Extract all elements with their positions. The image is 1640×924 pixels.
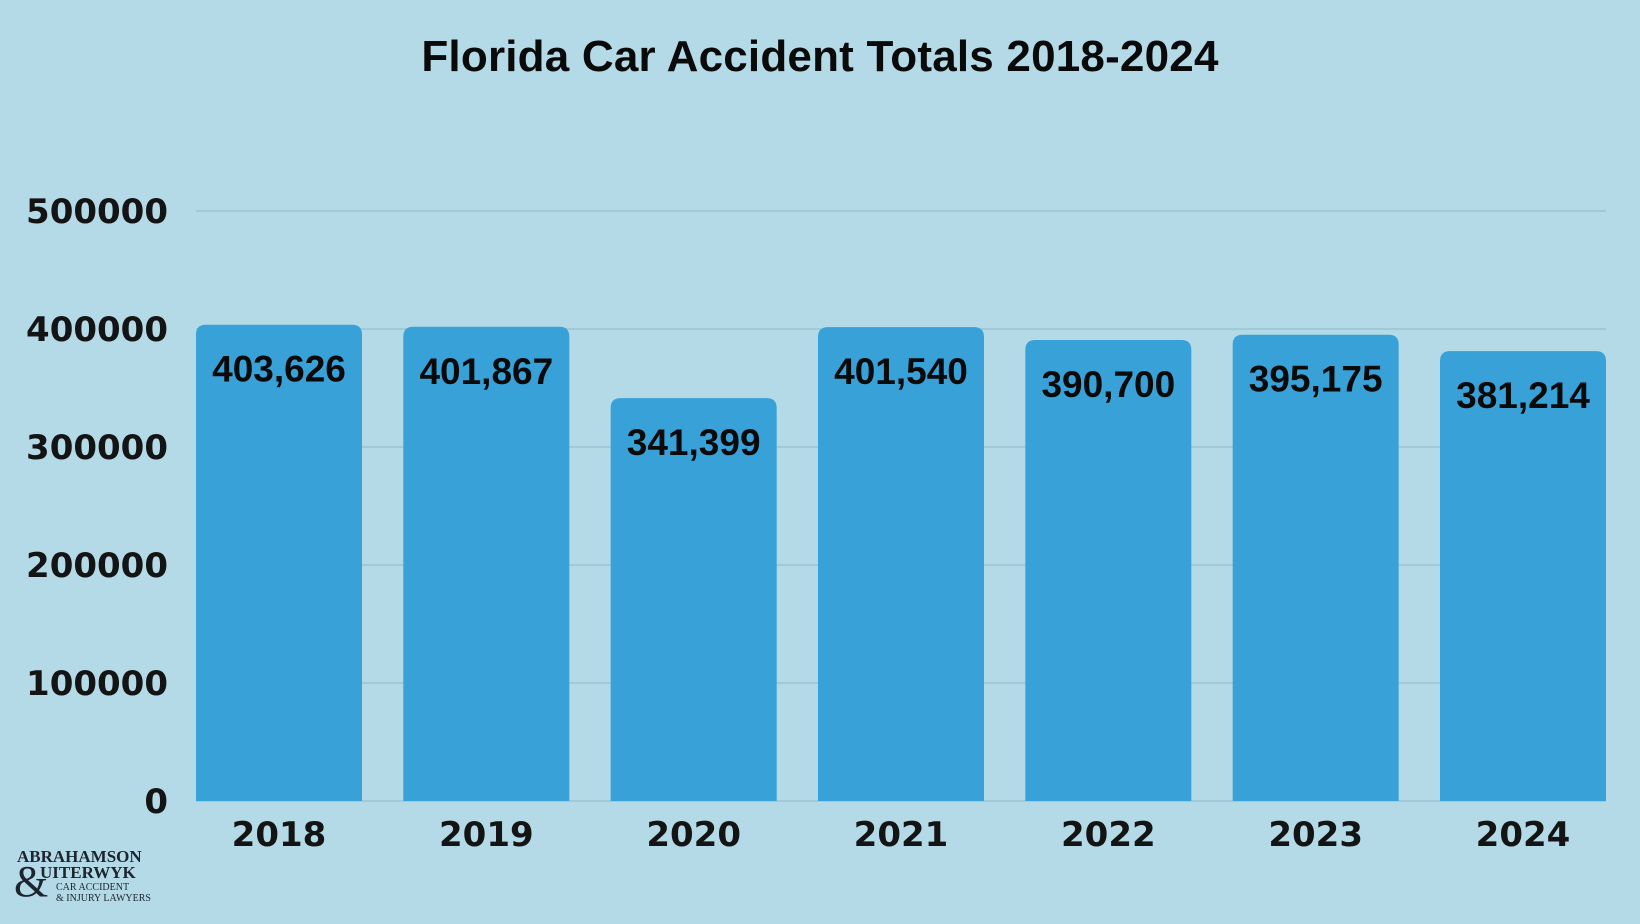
data-label-2019: 401,867 <box>419 351 553 392</box>
y-tick-label: 0 <box>144 782 168 822</box>
bar-2020 <box>610 398 777 801</box>
y-tick-label: 500000 <box>26 192 168 232</box>
x-tick-label: 2022 <box>1061 815 1156 855</box>
logo-line4: & INJURY LAWYERS <box>56 893 151 904</box>
bar-2018 <box>196 324 362 801</box>
data-label-2024: 381,214 <box>1456 375 1590 416</box>
logo-line3: CAR ACCIDENT <box>56 882 129 893</box>
x-tick-label: 2024 <box>1476 815 1571 855</box>
x-tick-label: 2023 <box>1268 815 1363 855</box>
data-label-2021: 401,540 <box>834 351 968 392</box>
data-label-2023: 395,175 <box>1249 359 1383 400</box>
bar-2022 <box>1025 339 1192 801</box>
data-label-2022: 390,700 <box>1041 364 1175 405</box>
y-tick-label: 100000 <box>26 664 168 704</box>
chart-title: Florida Car Accident Totals 2018-2024 <box>421 32 1219 81</box>
logo-line2: UITERWYK <box>40 863 137 882</box>
bar-2019 <box>403 326 570 801</box>
x-tick-label: 2021 <box>854 815 949 855</box>
y-tick-label: 300000 <box>26 428 168 468</box>
firm-logo: ABRAHAMSON & UITERWYK CAR ACCIDENT & INJ… <box>14 848 151 906</box>
logo-ampersand-mark: & <box>14 857 48 906</box>
logo-line1: ABRAHAMSON <box>17 848 142 866</box>
data-label-2020: 341,399 <box>627 422 761 463</box>
x-tick-label: 2018 <box>232 815 327 855</box>
bar-2024 <box>1440 351 1606 801</box>
bar-2021 <box>818 327 984 801</box>
x-tick-label: 2020 <box>646 815 741 855</box>
data-label-2018: 403,626 <box>212 349 346 390</box>
y-tick-label: 400000 <box>26 310 168 350</box>
y-tick-label: 200000 <box>26 546 168 586</box>
x-tick-label: 2019 <box>439 815 534 855</box>
bar-2023 <box>1232 334 1399 801</box>
